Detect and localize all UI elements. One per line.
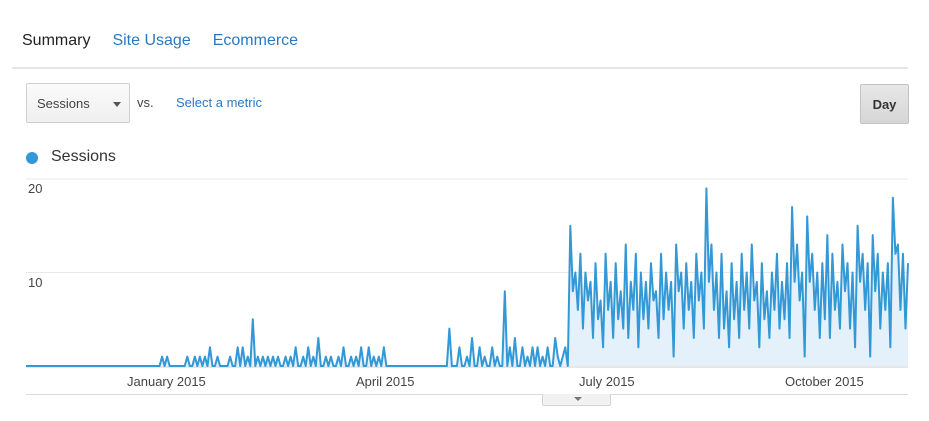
y-tick-label: 20	[28, 181, 43, 196]
vs-label: vs.	[137, 95, 154, 110]
legend-label: Sessions	[51, 148, 116, 165]
caret-down-icon	[574, 397, 582, 401]
tab-site-usage[interactable]: Site Usage	[112, 32, 191, 49]
report-tabs: Summary Site Usage Ecommerce	[22, 32, 298, 54]
metric-select-value: Sessions	[37, 96, 90, 111]
chart-bottom-border	[26, 394, 908, 395]
x-tick-label: January 2015	[127, 374, 206, 389]
tab-summary[interactable]: Summary	[22, 32, 91, 49]
x-tick-label: April 2015	[356, 374, 415, 389]
x-tick-label: July 2015	[579, 374, 635, 389]
legend-dot-icon	[26, 152, 38, 164]
tabs-divider	[12, 67, 908, 69]
x-tick-label: October 2015	[785, 374, 864, 389]
collapse-chart-handle[interactable]	[542, 394, 611, 406]
chevron-down-icon	[113, 102, 121, 107]
metric-select[interactable]: Sessions	[26, 83, 130, 123]
y-tick-label: 10	[28, 275, 43, 290]
select-metric-link[interactable]: Select a metric	[176, 95, 262, 110]
sessions-line	[26, 187, 909, 367]
tab-ecommerce[interactable]: Ecommerce	[212, 32, 299, 49]
day-button[interactable]: Day	[860, 84, 909, 124]
sessions-area	[26, 188, 908, 366]
